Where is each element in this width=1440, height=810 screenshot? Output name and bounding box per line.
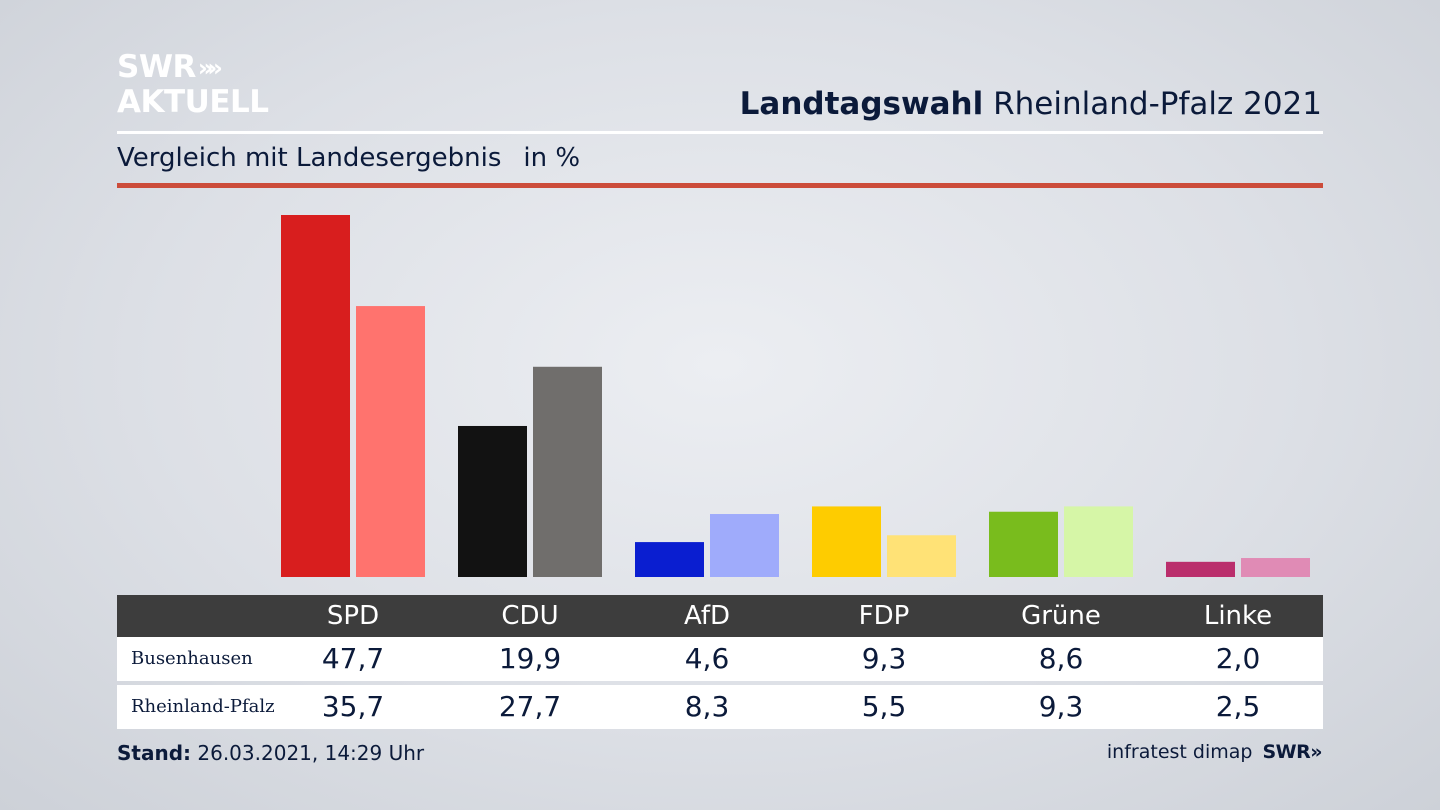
- value-afd-busenhausen: 4,6: [684, 642, 730, 675]
- value-afd-rheinland-pfalz: 8,3: [684, 690, 730, 723]
- bar-gruene-busenhausen: [989, 511, 1058, 577]
- logo-aktuell-text: AKTUELL: [117, 84, 269, 120]
- bar-linke-rheinland-pfalz: [1241, 558, 1310, 577]
- value-cdu-rheinland-pfalz: 27,7: [498, 690, 562, 723]
- subtitle-text: Vergleich mit Landesergebnis: [117, 143, 502, 173]
- bar-afd-busenhausen: [635, 542, 704, 577]
- row-label: Rheinland-Pfalz: [131, 696, 275, 717]
- page-title: Landtagswahl Rheinland-Pfalz 2021: [740, 86, 1322, 122]
- value-linke-rheinland-pfalz: 2,5: [1215, 690, 1261, 723]
- value-fdp-rheinland-pfalz: 5,5: [861, 690, 907, 723]
- source-text: infratest dimap: [1106, 741, 1253, 763]
- subtitle-unit: in %: [523, 143, 581, 173]
- subtitle-divider: [117, 183, 1323, 188]
- results-table: SPD CDU AfD FDP Grüne Linke Busenhausen 47,7 19…: [117, 595, 1323, 729]
- value-spd-busenhausen: 47,7: [321, 642, 385, 675]
- bar-fdp-busenhausen: [812, 506, 881, 577]
- title-rest: Rheinland-Pfalz 2021: [993, 86, 1322, 122]
- title-bold: Landtagswahl: [739, 86, 984, 122]
- header-divider: [117, 131, 1323, 134]
- bar-cdu-busenhausen: [458, 425, 527, 577]
- bar-spd-busenhausen: [281, 215, 350, 577]
- logo-swr: SWR »»: [117, 52, 269, 83]
- swr-brand-icon: SWR»: [1262, 741, 1322, 763]
- swr-aktuell-logo: SWR »» AKTUELL: [117, 52, 269, 118]
- value-gruene-busenhausen: 8,6: [1038, 642, 1084, 675]
- value-fdp-busenhausen: 9,3: [861, 642, 907, 675]
- table-row-busenhausen: Busenhausen 47,7 19,9 4,6 9,3 8,6 2,0: [117, 637, 1323, 681]
- bar-linke-busenhausen: [1166, 561, 1235, 577]
- row-label: Busenhausen: [131, 648, 253, 669]
- source-credit: infratest dimap SWR»: [1106, 741, 1323, 763]
- bar-gruene-rheinland-pfalz: [1064, 506, 1133, 577]
- chart-subtitle: Vergleich mit Landesergebnis in %: [117, 143, 580, 173]
- column-header-linke: Linke: [1203, 601, 1273, 631]
- value-gruene-rheinland-pfalz: 9,3: [1038, 690, 1084, 723]
- bar-fdp-rheinland-pfalz: [887, 535, 956, 577]
- column-header-spd: SPD: [326, 601, 380, 631]
- column-header-cdu: CDU: [501, 601, 559, 631]
- column-header-afd: AfD: [683, 601, 731, 631]
- bar-afd-rheinland-pfalz: [710, 514, 779, 577]
- stand-value: 26.03.2021, 14:29 Uhr: [197, 741, 425, 765]
- logo-swr-text: SWR: [117, 49, 196, 85]
- column-header-fdp: FDP: [858, 601, 910, 631]
- column-header-gruene: Grüne: [1021, 601, 1101, 631]
- bar-spd-rheinland-pfalz: [356, 306, 425, 577]
- value-linke-busenhausen: 2,0: [1215, 642, 1261, 675]
- timestamp: Stand: 26.03.2021, 14:29 Uhr: [117, 741, 424, 765]
- table-header-row: SPD CDU AfD FDP Grüne Linke: [117, 595, 1323, 637]
- bar-cdu-rheinland-pfalz: [533, 366, 602, 577]
- stand-label: Stand:: [117, 741, 192, 765]
- table-row-rheinland-pfalz: Rheinland-Pfalz 35,7 27,7 8,3 5,5 9,3 2,5: [117, 685, 1323, 729]
- value-spd-rheinland-pfalz: 35,7: [321, 690, 385, 723]
- value-cdu-busenhausen: 19,9: [498, 642, 562, 675]
